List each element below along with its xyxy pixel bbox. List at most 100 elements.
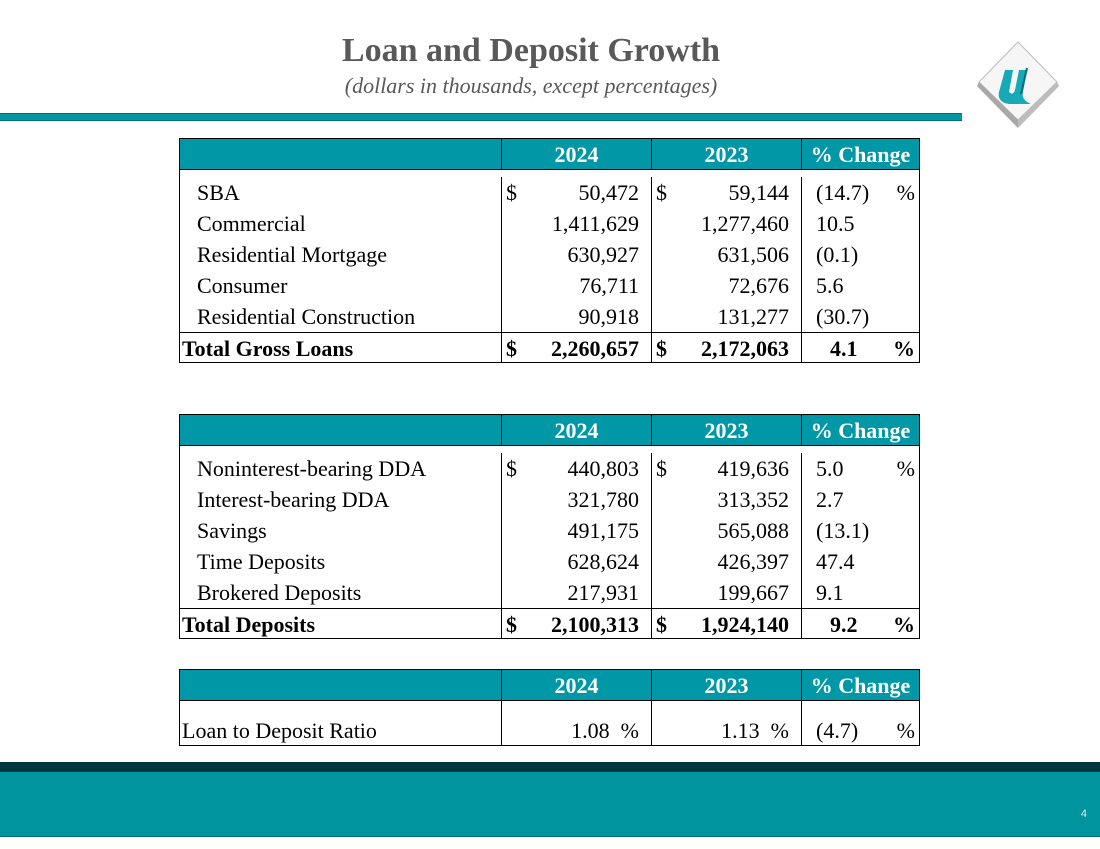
- column-header: 2024: [501, 415, 651, 445]
- table-row: Residential Construction 90,918 131,277 (30…: [180, 301, 919, 332]
- value-2023: 631,506: [717, 242, 790, 267]
- value-2023: 72,676: [728, 273, 790, 298]
- cell-2024: $440,803: [501, 453, 651, 484]
- value-2024: 217,931: [567, 580, 640, 605]
- cell-2023: 631,506: [651, 239, 801, 270]
- value-2024: 628,624: [567, 549, 640, 574]
- value-2023: 199,667: [717, 580, 790, 605]
- row-label: Total Deposits: [182, 612, 316, 637]
- table-row: Residential Mortgage 630,927 631,506 (0.1): [180, 239, 919, 270]
- value-2024: 321,780: [567, 487, 640, 512]
- row-label: Noninterest-bearing DDA: [197, 456, 427, 481]
- percent-sign: %: [896, 718, 915, 743]
- row-label: Total Gross Loans: [182, 336, 354, 361]
- value-2024: 1,411,629: [551, 211, 639, 236]
- cell-pct-change: 47.4: [801, 546, 919, 577]
- table-row: Interest-bearing DDA 321,780 313,352 2.7: [180, 484, 919, 515]
- cell-2024: 1.08 %: [501, 701, 651, 745]
- cell-2023: 426,397: [651, 546, 801, 577]
- value-2024: 440,803: [567, 456, 640, 481]
- cell-2023: 199,667: [651, 577, 801, 608]
- currency-symbol: $: [656, 336, 667, 361]
- currency-symbol: $: [506, 456, 517, 481]
- cell-2024: $2,100,313: [501, 609, 651, 638]
- cell-pct-change: 9.2%: [801, 609, 919, 638]
- table-row: Commercial 1,411,629 1,277,460 10.5: [180, 208, 919, 239]
- cell-2023: 313,352: [651, 484, 801, 515]
- cell-2024: 630,927: [501, 239, 651, 270]
- page-subtitle: (dollars in thousands, except percentage…: [344, 73, 718, 98]
- value-2024: 76,711: [579, 273, 639, 298]
- value-2023: 59,144: [728, 180, 790, 205]
- currency-symbol: $: [506, 336, 517, 361]
- percent-sign: %: [893, 612, 915, 637]
- percent-sign: %: [893, 336, 915, 361]
- cell-2023: $59,144: [651, 177, 801, 208]
- page-title: Loan and Deposit Growth: [341, 32, 721, 69]
- cell-2023: 131,277: [651, 301, 801, 332]
- total-row: Total Gross Loans $2,260,657 $2,172,063 4.1…: [180, 332, 919, 362]
- cell-2024: 76,711: [501, 270, 651, 301]
- row-label: Interest-bearing DDA: [197, 487, 390, 512]
- value-2024: 2,100,313: [551, 612, 639, 637]
- total-row: Total Deposits $2,100,313 $1,924,140 9.2%: [180, 608, 919, 638]
- column-header: 2024: [501, 670, 651, 700]
- table-header: 2024 2023% Change: [180, 415, 919, 446]
- value-2024: 50,472: [578, 180, 640, 205]
- deposits-table: 2024 2023% Change Noninterest-bearing DDA $…: [179, 414, 920, 639]
- pct-change-value: 4.1: [830, 336, 858, 361]
- spacer: [180, 170, 919, 177]
- cell-pct-change: (0.1): [801, 239, 919, 270]
- cell-2023: $419,636: [651, 453, 801, 484]
- value-2024: 90,918: [578, 304, 640, 329]
- value-2023: 426,397: [717, 549, 790, 574]
- loans-table: 2024 2023% Change SBA $50,472 $59,144 (14.7)%…: [179, 138, 920, 363]
- pct-change-value: (0.1): [816, 242, 859, 267]
- cell-pct-change: (14.7)%: [801, 177, 919, 208]
- cell-pct-change: 9.1: [801, 577, 919, 608]
- cell-2024: 491,175: [501, 515, 651, 546]
- column-header: % Change: [801, 139, 919, 169]
- pct-change-value: 2.7: [816, 487, 844, 512]
- pct-change-value: 9.1: [816, 580, 844, 605]
- cell-pct-change: 5.0%: [801, 453, 919, 484]
- table-row: Time Deposits 628,624 426,397 47.4: [180, 546, 919, 577]
- cell-2023: 1,277,460: [651, 208, 801, 239]
- pct-change-value: 9.2: [830, 612, 858, 637]
- cell-pct-change: 10.5: [801, 208, 919, 239]
- pct-change-value: 5.0: [816, 456, 844, 481]
- row-label: SBA: [197, 180, 240, 205]
- pct-change-value: 5.6: [816, 273, 844, 298]
- row-label: Commercial: [197, 211, 306, 236]
- column-header: 2023: [651, 139, 801, 169]
- table-row: Consumer 76,711 72,676 5.6: [180, 270, 919, 301]
- table-row: Savings 491,175 565,088 (13.1): [180, 515, 919, 546]
- pct-change-value: (30.7): [816, 304, 870, 329]
- value-2023: 1,924,140: [701, 612, 789, 637]
- row-label: Savings: [197, 518, 267, 543]
- spacer: [180, 446, 919, 453]
- percent-sign: %: [896, 180, 915, 205]
- pct-change-value: (14.7): [816, 180, 870, 205]
- row-label: Consumer: [197, 273, 288, 298]
- value-2024: 491,175: [567, 518, 640, 543]
- cell-2023: 565,088: [651, 515, 801, 546]
- currency-symbol: $: [656, 180, 667, 205]
- page-number: 4: [1080, 808, 1087, 820]
- cell-2023: 72,676: [651, 270, 801, 301]
- pct-change-value: 47.4: [816, 549, 855, 574]
- cell-2024: $2,260,657: [501, 333, 651, 362]
- cell-pct-change: 5.6: [801, 270, 919, 301]
- value-2024: 1.08 %: [571, 718, 639, 743]
- cell-pct-change: (30.7): [801, 301, 919, 332]
- value-2023: 1,277,460: [701, 211, 789, 236]
- cell-2024: 628,624: [501, 546, 651, 577]
- cell-2024: 321,780: [501, 484, 651, 515]
- table-row: Brokered Deposits 217,931 199,667 9.1: [180, 577, 919, 608]
- value-2024: 630,927: [567, 242, 640, 267]
- currency-symbol: $: [656, 456, 667, 481]
- column-header: % Change: [801, 415, 919, 445]
- cell-pct-change: (13.1): [801, 515, 919, 546]
- column-header: % Change: [801, 670, 919, 700]
- value-2024: 2,260,657: [551, 336, 639, 361]
